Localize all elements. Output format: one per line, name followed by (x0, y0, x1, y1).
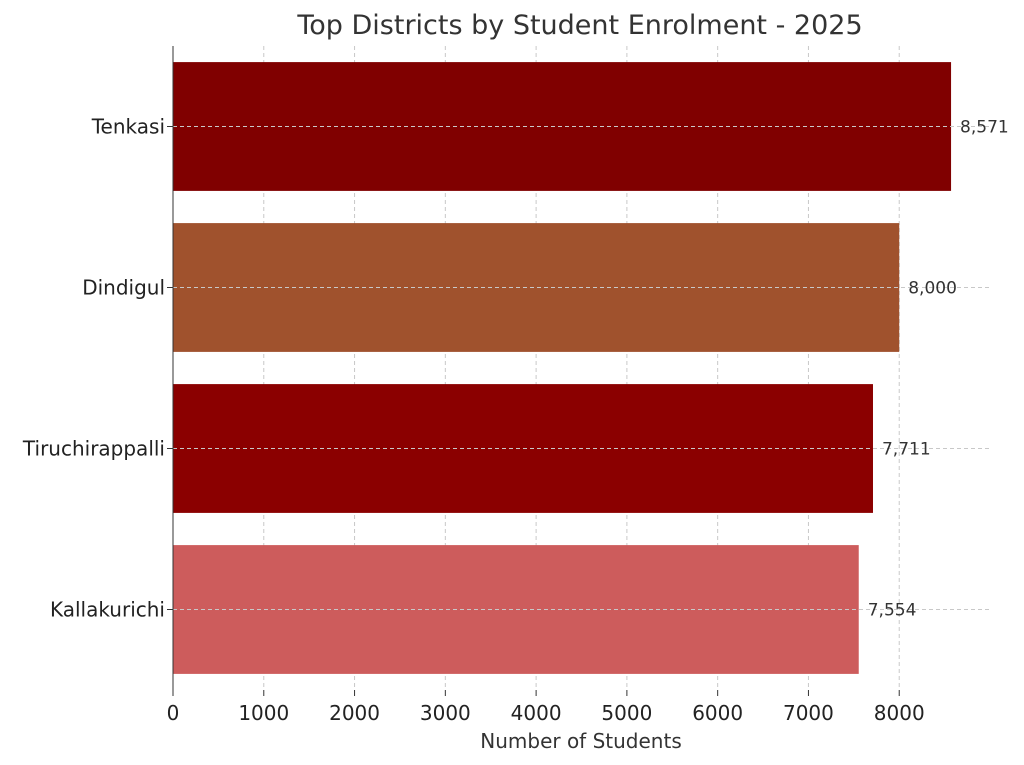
x-tick-label: 3000 (420, 701, 471, 725)
bar (173, 384, 873, 513)
category-label: Tenkasi (91, 115, 165, 139)
data-label: 7,711 (882, 440, 931, 460)
category-label: Kallakurichi (50, 598, 165, 622)
data-label: 8,571 (960, 118, 1009, 138)
x-tick-label: 7000 (783, 701, 834, 725)
category-label: Dindigul (82, 276, 165, 300)
x-tick-label: 6000 (692, 701, 743, 725)
x-tick-label: 4000 (511, 701, 562, 725)
chart-title: Top Districts by Student Enrolment - 202… (296, 10, 862, 41)
x-tick-label: 0 (167, 701, 180, 725)
data-label: 8,000 (908, 279, 957, 299)
x-tick-label: 8000 (874, 701, 925, 725)
x-tick-label: 1000 (238, 701, 289, 725)
x-tick-label: 2000 (329, 701, 380, 725)
category-label: Tiruchirappalli (22, 437, 165, 461)
data-label: 7,554 (868, 601, 917, 621)
x-tick-label: 5000 (601, 701, 652, 725)
x-axis-label: Number of Students (480, 729, 681, 753)
